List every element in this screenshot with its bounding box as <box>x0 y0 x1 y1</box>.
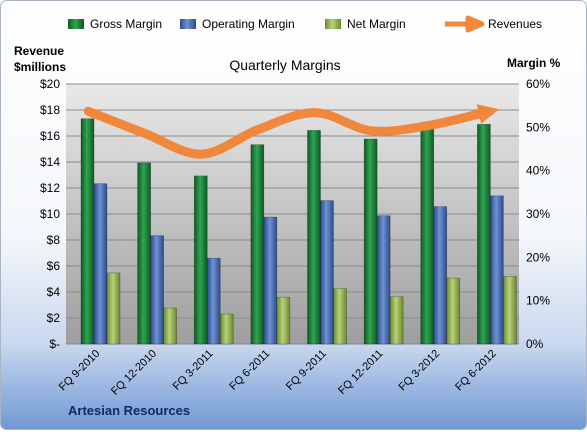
left-axis-ticks: $- $2 $4 $6 $8 $10 $12 $14 $16 $18 $20 <box>40 77 60 351</box>
left-tick-label: $18 <box>40 103 60 117</box>
right-axis-label: Margin % <box>507 56 561 70</box>
revenue-line-series <box>83 104 500 159</box>
left-tick-label: $4 <box>47 285 61 299</box>
legend-item-operating-margin: Operating Margin <box>180 17 295 31</box>
left-tick-label: $14 <box>40 155 60 169</box>
bar-operating-margin <box>150 235 164 345</box>
legend-item-revenues: Revenues <box>445 15 542 33</box>
right-axis-ticks: 0% 10% 20% 30% 40% 50% 60% <box>526 77 550 351</box>
right-tick-label: 60% <box>526 77 550 91</box>
left-tick-label: $16 <box>40 129 60 143</box>
legend-item-gross-margin: Gross Margin <box>68 17 162 31</box>
bar-net-margin <box>106 272 121 345</box>
bar-net-margin <box>503 276 517 345</box>
legend-label-operating-margin: Operating Margin <box>202 17 295 31</box>
bar-net-margin <box>333 288 347 345</box>
bar-gross-margin <box>477 124 491 345</box>
bar-operating-margin <box>263 216 278 345</box>
left-tick-label: $12 <box>40 181 60 195</box>
bar-operating-margin <box>320 200 334 345</box>
bar-gross-margin <box>420 127 435 345</box>
bar-gross-margin <box>307 130 321 345</box>
legend-label-net-margin: Net Margin <box>347 17 406 31</box>
bar-gross-margin <box>137 162 151 345</box>
right-tick-label: 50% <box>526 120 550 134</box>
bar-net-margin <box>219 313 234 345</box>
bar-gross-margin <box>363 138 378 345</box>
legend-swatch-operating-margin <box>180 19 196 29</box>
right-tick-label: 20% <box>526 250 550 264</box>
left-axis-label-line1: Revenue <box>14 44 64 58</box>
bar-net-margin <box>446 277 461 345</box>
bar-operating-margin <box>490 195 504 345</box>
bar-series <box>80 118 517 345</box>
bar-operating-margin <box>376 215 391 345</box>
bar-gross-margin <box>80 118 95 345</box>
company-name: Artesian Resources <box>68 403 190 418</box>
right-tick-label: 10% <box>526 294 550 308</box>
left-tick-label: $10 <box>40 207 60 221</box>
chart-title: Quarterly Margins <box>229 57 340 73</box>
bar-net-margin <box>163 307 177 345</box>
legend-item-net-margin: Net Margin <box>325 17 406 31</box>
bar-operating-margin <box>433 206 448 345</box>
bar-net-margin <box>276 296 291 345</box>
left-axis-label-line2: $millions <box>14 60 66 74</box>
left-tick-label: $8 <box>47 233 61 247</box>
right-tick-label: 30% <box>526 207 550 221</box>
legend-swatch-net-margin <box>325 19 341 29</box>
line-revenues <box>83 104 500 159</box>
legend-swatch-gross-margin <box>68 19 84 29</box>
legend: Gross Margin Operating Margin Net Margin… <box>68 15 542 33</box>
legend-label-revenues: Revenues <box>488 17 542 31</box>
left-tick-label: $2 <box>47 311 61 325</box>
bar-gross-margin <box>250 144 265 345</box>
legend-arrow-revenues <box>445 15 485 33</box>
right-tick-label: 40% <box>526 164 550 178</box>
bar-operating-margin <box>206 257 221 345</box>
left-tick-label: $- <box>49 337 60 351</box>
bar-gross-margin <box>193 175 208 345</box>
left-tick-label: $6 <box>47 259 61 273</box>
bar-operating-margin <box>93 183 108 345</box>
left-tick-label: $20 <box>40 77 60 91</box>
legend-label-gross-margin: Gross Margin <box>90 17 162 31</box>
bar-net-margin <box>389 296 404 345</box>
right-tick-label: 0% <box>526 337 544 351</box>
